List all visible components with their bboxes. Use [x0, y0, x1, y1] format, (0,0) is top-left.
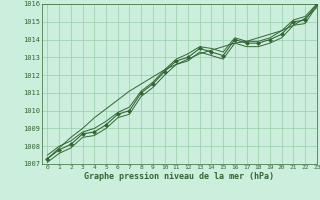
X-axis label: Graphe pression niveau de la mer (hPa): Graphe pression niveau de la mer (hPa) — [84, 172, 274, 181]
